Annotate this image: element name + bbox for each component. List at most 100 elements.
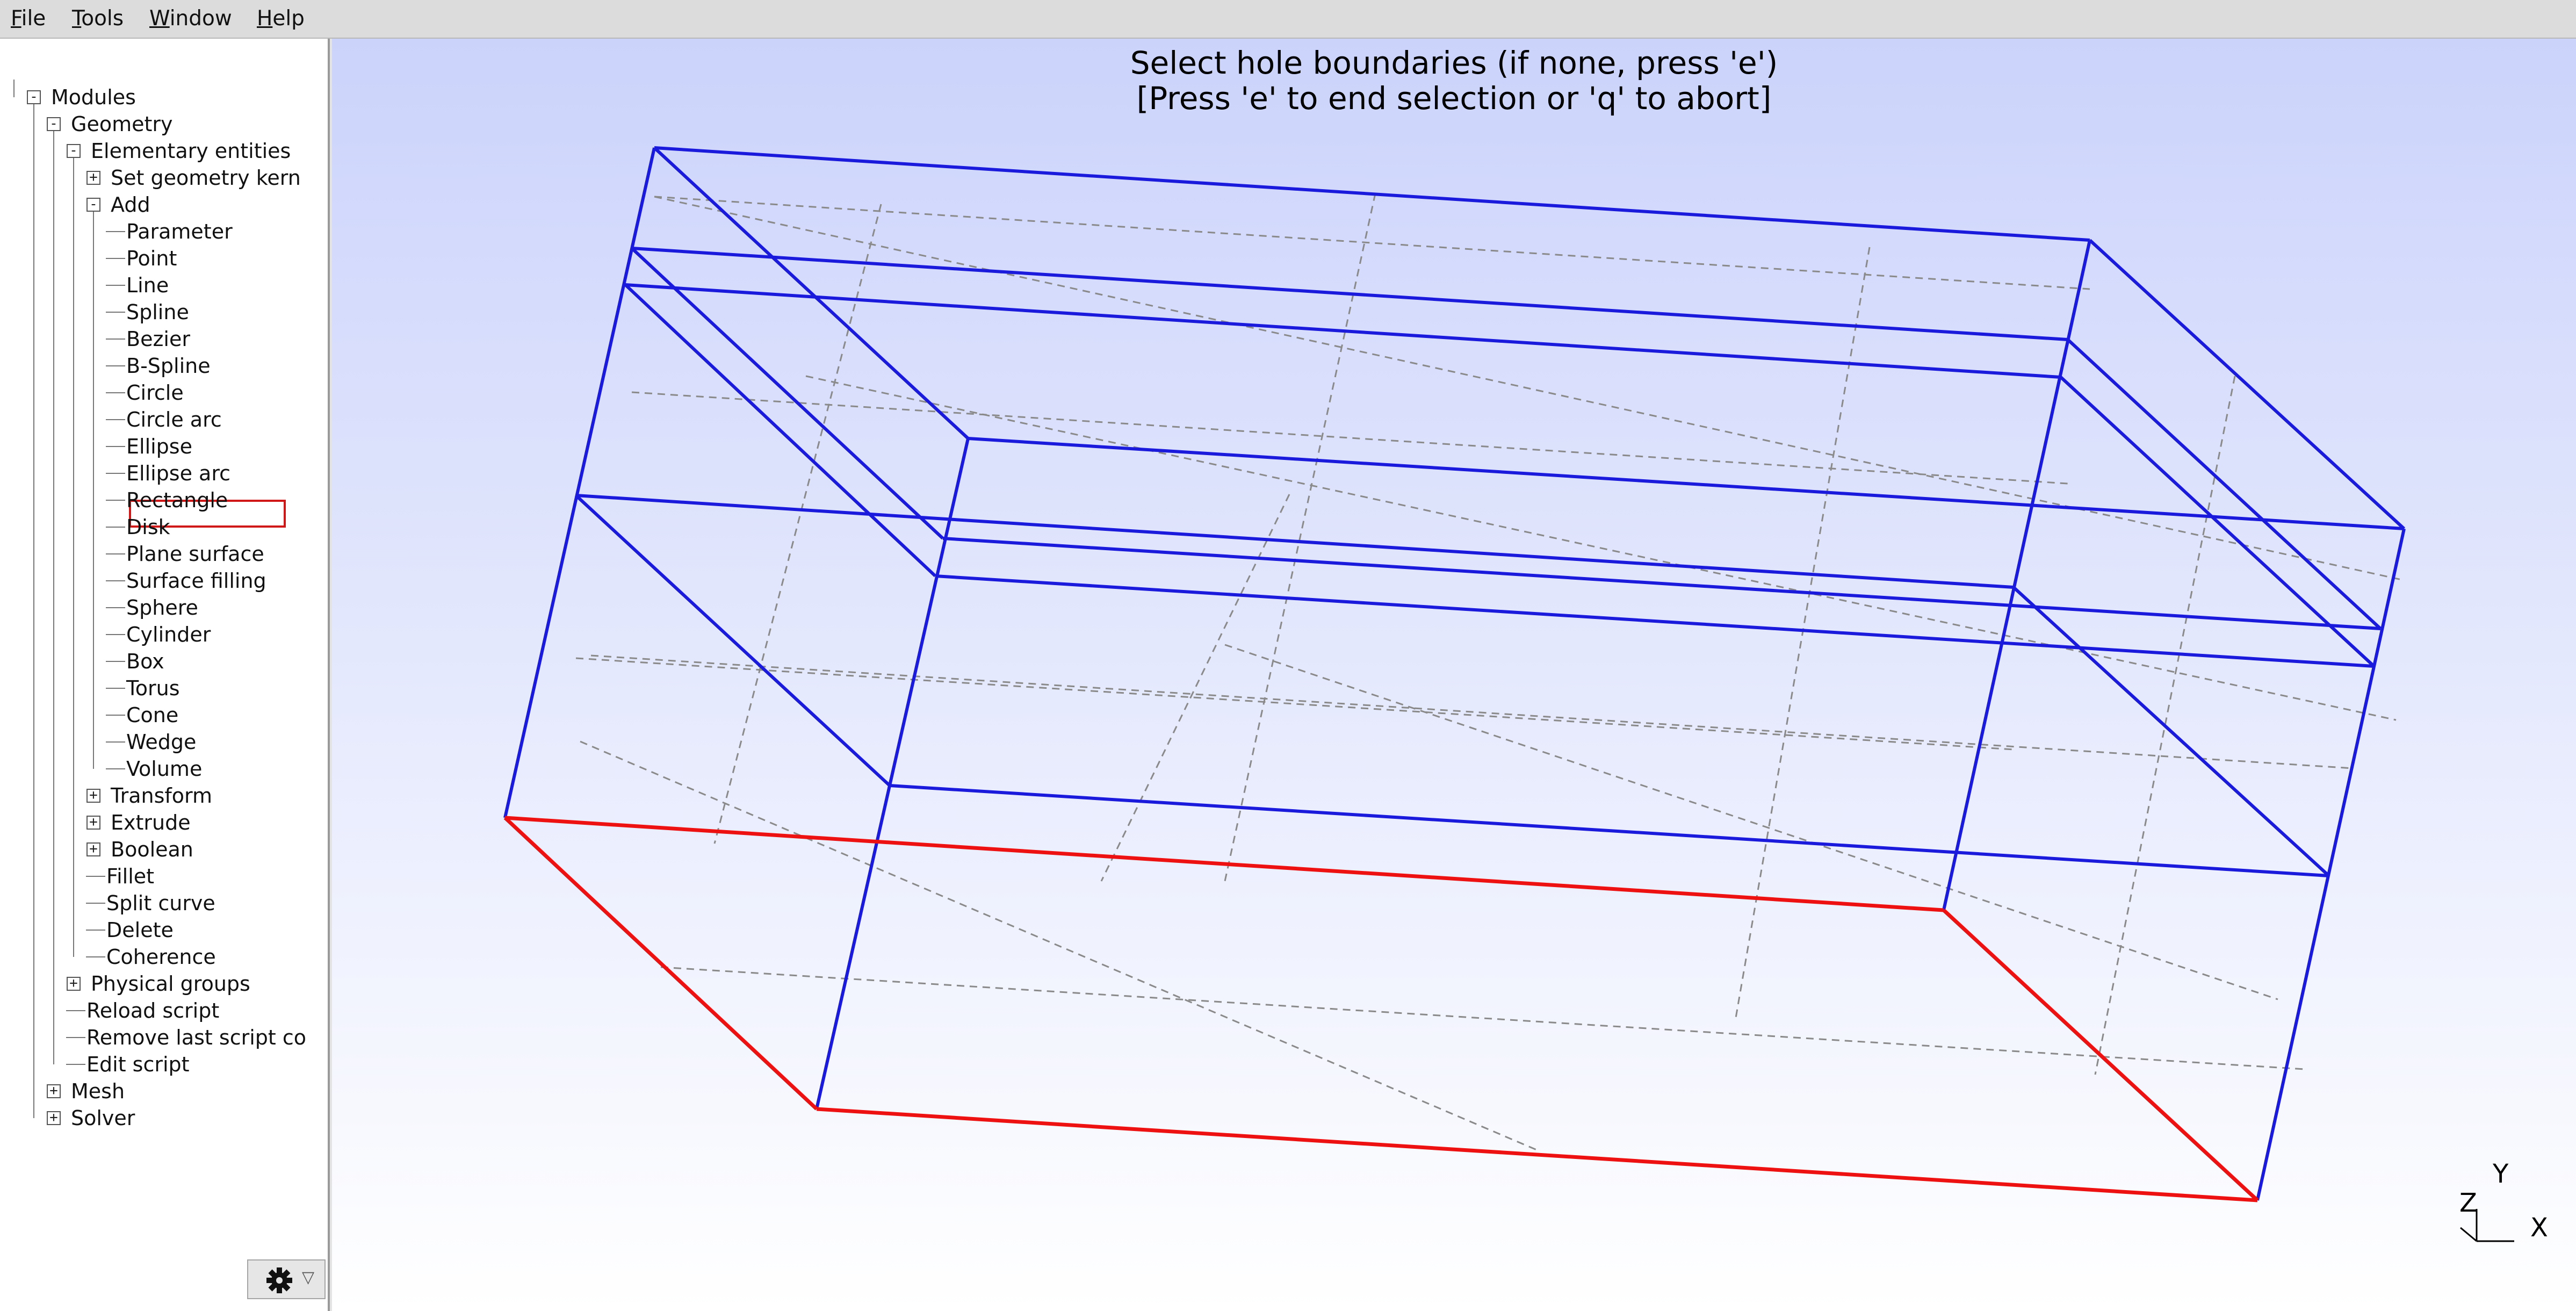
menu-window[interactable]: Window bbox=[149, 6, 232, 31]
status-message: Select hole boundaries (if none, press '… bbox=[1130, 45, 1778, 81]
axis-x-label: X bbox=[2530, 1213, 2548, 1243]
expand-icon[interactable]: + bbox=[86, 170, 100, 185]
tree-item-point[interactable]: Point bbox=[126, 247, 177, 270]
tree-modules[interactable]: Modules bbox=[51, 85, 136, 109]
tree-elementary-entities[interactable]: Elementary entities bbox=[91, 139, 291, 163]
wire-edge bbox=[942, 537, 2381, 630]
tree-item-spline[interactable]: Spline bbox=[126, 300, 189, 324]
selected-edge bbox=[504, 816, 1944, 912]
hidden-edge bbox=[1224, 644, 2278, 1000]
hidden-edge bbox=[1734, 247, 1871, 1021]
wire-edge bbox=[653, 146, 970, 440]
tree-item-plane-surface[interactable]: Plane surface bbox=[126, 542, 264, 566]
module-tree: - Modules - Geometry - Elementary entities + Se… bbox=[0, 39, 330, 1311]
tree-item-surface-filling[interactable]: Surface filling bbox=[126, 569, 266, 593]
wire-edge bbox=[654, 146, 2090, 242]
expand-icon[interactable]: + bbox=[67, 976, 81, 991]
wire-edge bbox=[624, 283, 937, 578]
tree-edit-script[interactable]: Edit script bbox=[86, 1053, 190, 1076]
collapse-icon[interactable]: - bbox=[47, 117, 61, 131]
tree-item-disk[interactable]: Disk bbox=[126, 515, 170, 539]
tree-item-volume[interactable]: Volume bbox=[126, 757, 203, 781]
tree-geometry[interactable]: Geometry bbox=[71, 112, 173, 136]
selected-edge bbox=[1942, 909, 2259, 1202]
graphics-viewport[interactable]: Select hole boundaries (if none, press '… bbox=[332, 39, 2576, 1311]
gear-tooth bbox=[282, 1283, 291, 1292]
tree-item-b-spline[interactable]: B-Spline bbox=[126, 354, 211, 378]
geometry-model bbox=[503, 146, 2406, 1202]
selected-edge bbox=[503, 816, 818, 1111]
hidden-edge bbox=[575, 657, 2014, 751]
collapse-icon[interactable]: - bbox=[27, 90, 41, 104]
status-hint: [Press 'e' to end selection or 'q' to ab… bbox=[1136, 80, 1772, 117]
tree-physical-groups[interactable]: Physical groups bbox=[91, 972, 250, 996]
tree-item-line[interactable]: Line bbox=[126, 273, 169, 297]
expand-icon[interactable]: + bbox=[86, 788, 100, 803]
wire-edge bbox=[2088, 239, 2406, 530]
tree-boolean[interactable]: Boolean bbox=[111, 838, 193, 861]
tree-mesh[interactable]: Mesh bbox=[71, 1079, 125, 1103]
tree-item-circle-arc[interactable]: Circle arc bbox=[126, 408, 222, 431]
expand-icon[interactable]: + bbox=[86, 842, 100, 856]
tree-solver[interactable]: Solver bbox=[71, 1106, 135, 1130]
hidden-edge bbox=[1224, 193, 1376, 882]
wire-edge bbox=[630, 247, 944, 540]
tree-remove-last-script[interactable]: Remove last script co bbox=[86, 1026, 307, 1049]
tree-fillet[interactable]: Fillet bbox=[106, 865, 155, 888]
wire-edge bbox=[1942, 240, 2091, 911]
tree-coherence[interactable]: Coherence bbox=[106, 945, 216, 969]
expand-icon[interactable]: + bbox=[47, 1084, 61, 1098]
selection-highlight bbox=[129, 500, 286, 528]
options-button[interactable]: ▽ bbox=[247, 1259, 326, 1299]
gear-tooth bbox=[277, 1267, 282, 1274]
tree-item-parameter[interactable]: Parameter bbox=[126, 220, 233, 243]
gear-tooth bbox=[282, 1269, 291, 1278]
wire-edge bbox=[2012, 586, 2330, 877]
wire-edge bbox=[889, 784, 2329, 877]
expand-icon[interactable]: + bbox=[86, 815, 100, 830]
gear-tooth bbox=[268, 1269, 277, 1278]
wire-edge bbox=[503, 147, 656, 818]
gear-icon bbox=[266, 1267, 292, 1293]
tree-item-wedge[interactable]: Wedge bbox=[126, 730, 197, 754]
tree-item-ellipse[interactable]: Ellipse bbox=[126, 435, 192, 458]
tree-delete[interactable]: Delete bbox=[106, 918, 174, 942]
collapse-icon[interactable]: - bbox=[86, 197, 100, 212]
tree-item-cylinder[interactable]: Cylinder bbox=[126, 623, 211, 646]
wire-edge bbox=[575, 494, 2014, 589]
tree-item-rectangle[interactable]: Rectangle bbox=[126, 488, 228, 512]
hidden-edge bbox=[2094, 376, 2236, 1075]
menu-tools[interactable]: Tools bbox=[72, 6, 124, 31]
tree-connector-lines bbox=[13, 80, 125, 1118]
tree-item-circle[interactable]: Circle bbox=[126, 381, 184, 405]
axis-y-label: Y bbox=[2493, 1159, 2509, 1189]
wire-edge bbox=[574, 494, 891, 787]
tree-transform[interactable]: Transform bbox=[111, 784, 213, 808]
hidden-edge bbox=[654, 196, 2405, 581]
tree-add[interactable]: Add bbox=[111, 193, 150, 217]
dropdown-arrow-icon: ▽ bbox=[302, 1268, 315, 1287]
wire-edge bbox=[2066, 338, 2382, 630]
expand-icon[interactable]: + bbox=[47, 1111, 61, 1125]
gear-tooth bbox=[266, 1278, 273, 1283]
tree-reload-script[interactable]: Reload script bbox=[86, 999, 220, 1022]
wire-edge bbox=[968, 437, 2405, 530]
menu-file[interactable]: File bbox=[11, 6, 46, 31]
tree-split-curve[interactable]: Split curve bbox=[106, 891, 215, 915]
tree-item-torus[interactable]: Torus bbox=[126, 676, 180, 700]
tree-extrude[interactable]: Extrude bbox=[111, 811, 191, 834]
hidden-edge bbox=[1100, 494, 1290, 882]
selected-edge bbox=[816, 1107, 2258, 1202]
tree-item-cone[interactable]: Cone bbox=[126, 703, 179, 727]
menu-help[interactable]: Help bbox=[257, 6, 305, 31]
tree-item-sphere[interactable]: Sphere bbox=[126, 596, 198, 620]
wire-edge bbox=[625, 283, 2061, 379]
tree-set-geometry-kernel[interactable]: Set geometry kern bbox=[111, 166, 301, 190]
tree-item-box[interactable]: Box bbox=[126, 650, 164, 673]
hidden-edge bbox=[713, 204, 882, 844]
collapse-icon[interactable]: - bbox=[67, 143, 81, 158]
gear-tooth bbox=[286, 1278, 292, 1283]
tree-item-ellipse-arc[interactable]: Ellipse arc bbox=[126, 462, 231, 485]
menubar: File Tools Window Help bbox=[0, 0, 2576, 39]
tree-item-bezier[interactable]: Bezier bbox=[126, 327, 190, 351]
